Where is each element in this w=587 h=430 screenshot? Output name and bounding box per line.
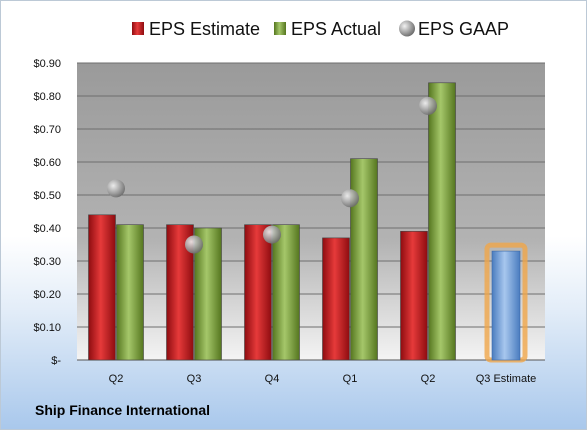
y-tick-label: $0.80 xyxy=(33,91,61,103)
x-tick-label: Q2 xyxy=(109,373,124,385)
x-tick-label: Q3 xyxy=(187,373,202,385)
y-tick-label: $0.20 xyxy=(33,289,61,301)
eps-actual-bar xyxy=(428,82,456,361)
legend-eps-gaap: EPS GAAP xyxy=(418,19,509,39)
legend-eps-estimate: EPS Estimate xyxy=(149,19,260,39)
eps-gaap-marker xyxy=(341,189,359,208)
y-tick-label: $0.90 xyxy=(33,58,61,70)
eps-actual-bar xyxy=(272,224,300,361)
legend-eps-gaap-swatch xyxy=(399,20,415,37)
eps-estimate-next-bar xyxy=(491,250,521,361)
legend-eps-actual-swatch xyxy=(274,22,286,35)
eps-estimate-bar xyxy=(244,224,272,361)
eps-gaap-marker xyxy=(107,179,125,198)
legend-eps-estimate-swatch xyxy=(132,22,144,35)
eps-gaap-marker xyxy=(263,225,281,244)
eps-estimate-bar xyxy=(88,214,116,361)
plot-area xyxy=(77,63,545,360)
y-tick-label: $0.40 xyxy=(33,223,61,235)
x-tick-label: Q2 xyxy=(421,373,436,385)
y-tick-label: $0.30 xyxy=(33,256,61,268)
y-tick-label: $0.70 xyxy=(33,124,61,136)
y-tick-label: $0.50 xyxy=(33,190,61,202)
x-tick-label: Q4 xyxy=(265,373,280,385)
x-tick-label: Q3 Estimate xyxy=(476,373,537,385)
eps-gaap-marker xyxy=(419,96,437,115)
legend-eps-actual: EPS Actual xyxy=(291,19,381,39)
y-tick-label: $0.60 xyxy=(33,157,61,169)
eps-estimate-bar xyxy=(400,231,428,361)
eps-actual-bar xyxy=(350,158,378,361)
eps-actual-bar xyxy=(116,224,144,361)
eps-estimate-bar xyxy=(322,237,350,361)
company-name: Ship Finance International xyxy=(35,402,211,418)
x-tick-label: Q1 xyxy=(343,373,358,385)
y-tick-label: $0.10 xyxy=(33,322,61,334)
eps-gaap-marker xyxy=(185,235,203,254)
y-tick-label: $- xyxy=(51,355,61,367)
